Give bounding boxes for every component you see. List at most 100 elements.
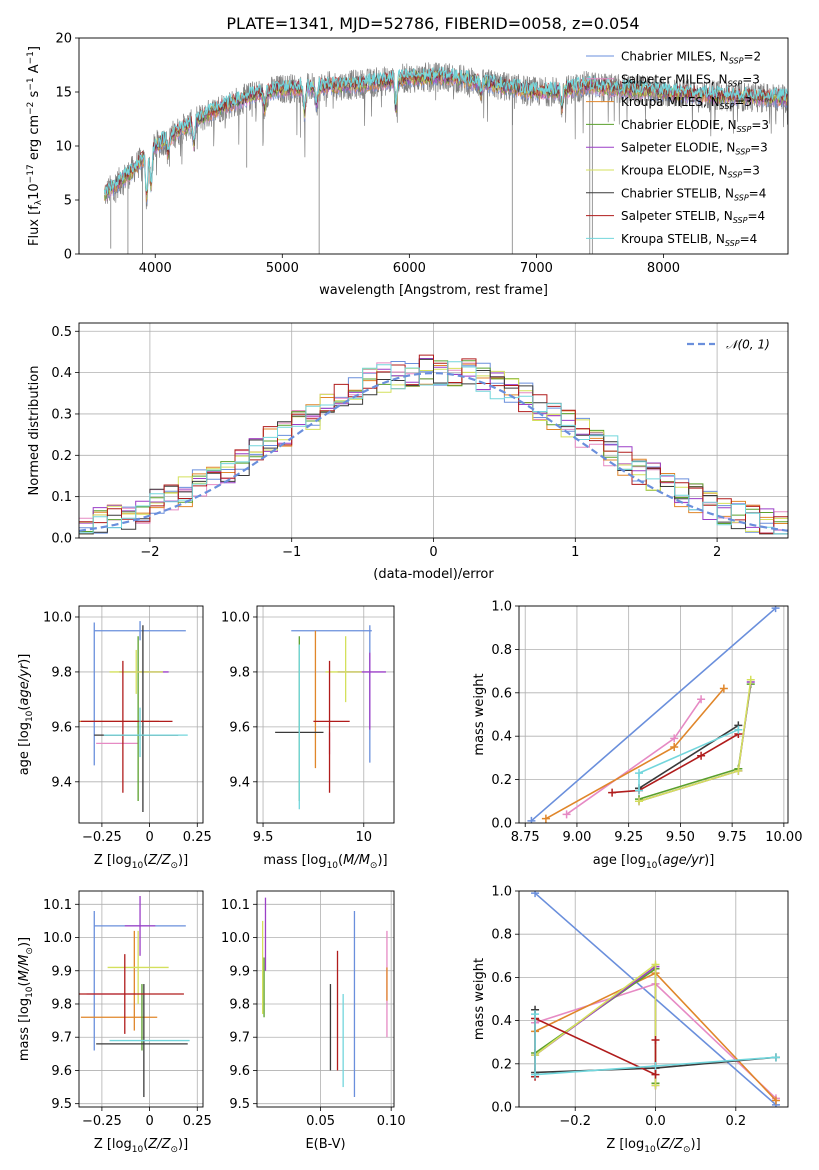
weight-marker — [651, 1081, 660, 1090]
panel-weight_vs_Z: −0.2 0.0 0.2 0.0 0.2 0.4 0.6 0.8 1.0 Z [log10(Z/Z… — [472, 885, 789, 1155]
y-tick-label: 0.4 — [491, 730, 512, 745]
y-tick-label: 9.5 — [51, 1097, 72, 1112]
y-tick-label: 9.7 — [51, 1031, 72, 1046]
x-tick-label: 1 — [571, 545, 579, 560]
x-tick-label: 10 — [356, 830, 373, 845]
legend-label: Salpeter ELODIE, NSSP=3 — [621, 141, 768, 157]
axes-frame — [78, 37, 789, 255]
x-axis-label: Z [log10(Z/Z⊙)] — [94, 1137, 188, 1155]
weight-marker — [608, 788, 617, 797]
panel-mass_vs_ebv: 0.05 0.10 9.5 9.6 9.7 9.8 9.9 10.0 10.1 E(B-V) — [221, 890, 406, 1152]
x-tick-label: 8.75 — [511, 830, 540, 845]
y-tick-label: 0.2 — [491, 1057, 512, 1072]
x-axis-label: wavelength [Angstrom, rest frame] — [319, 283, 548, 298]
y-tick-label: 1.0 — [491, 885, 512, 900]
x-tick-label: 9.75 — [718, 830, 747, 845]
x-axis-label: E(B-V) — [305, 1137, 345, 1152]
y-tick-label: 0.4 — [51, 366, 72, 381]
x-tick-label: 5000 — [266, 261, 299, 276]
panel-weight_vs_age: 8.75 9.00 9.25 9.50 9.75 10.00 0.0 0.2 0.4 0.6 0.8… — [472, 600, 802, 872]
y-tick-label: 0 — [64, 248, 72, 263]
spectrum-model-line — [103, 66, 788, 195]
x-axis-label: mass [log10(M/M⊙)] — [263, 853, 387, 871]
y-axis-label: mass weight — [472, 673, 487, 755]
plot-area — [79, 354, 788, 535]
legend-label: Salpeter STELIB, NSSP=4 — [621, 209, 765, 225]
axes: 8.75 9.00 9.25 9.50 9.75 10.00 0.0 0.2 0.4 0.6 0.8… — [472, 600, 802, 872]
x-tick-label: 0 — [429, 545, 437, 560]
axes-frame — [256, 890, 395, 1108]
axes: 4000 5000 6000 7000 8000 0 5 10 15 20 Chabrier MIL… — [26, 32, 789, 298]
x-tick-label: 2 — [713, 545, 721, 560]
weight-marker — [734, 766, 743, 775]
plot-area — [531, 891, 780, 1107]
weight-marker — [651, 960, 660, 969]
axes: −2 −1 0 1 2 0.0 0.1 0.2 0.3 0.4 0.5 𝒩(0, 1) (data-mo… — [27, 322, 789, 582]
x-tick-label: −2 — [140, 545, 159, 560]
legend-label: Salpeter MILES, NSSP=3 — [621, 72, 760, 88]
panel-spectrum: 4000 5000 6000 7000 8000 0 5 10 15 20 Chabrier MIL… — [26, 32, 789, 298]
weight-marker — [635, 786, 644, 795]
weight-marker — [670, 734, 679, 743]
y-tick-label: 0.3 — [51, 407, 72, 422]
x-tick-label: 10.00 — [765, 830, 802, 845]
y-tick-label: 9.6 — [51, 1064, 72, 1079]
axes: −0.2 0.0 0.2 0.0 0.2 0.4 0.6 0.8 1.0 Z [log10(Z/Z… — [472, 885, 789, 1155]
x-tick-label: 0.05 — [306, 1114, 335, 1129]
x-tick-label: 0 — [145, 1114, 153, 1129]
y-tick-label: 0.5 — [51, 325, 72, 340]
y-tick-label: 1.0 — [491, 600, 512, 615]
x-axis-label: Z [log10(Z/Z⊙)] — [606, 1137, 700, 1155]
weight-marker — [670, 743, 679, 752]
y-tick-label: 0.8 — [491, 928, 512, 943]
panel-residuals: −2 −1 0 1 2 0.0 0.1 0.2 0.3 0.4 0.5 𝒩(0, 1) (data-mo… — [27, 322, 789, 582]
weight-marker — [531, 1070, 540, 1079]
weight-marker — [719, 684, 728, 693]
y-tick-label: 0.0 — [491, 817, 512, 832]
axes-frame — [78, 890, 204, 1108]
x-tick-label: −0.25 — [82, 830, 122, 845]
weight-marker — [771, 1096, 780, 1105]
weight-marker — [541, 814, 550, 823]
y-tick-label: 0.6 — [491, 686, 512, 701]
grid — [79, 606, 203, 823]
axes: −0.25 0 0.25 9.4 9.6 9.8 10.0 Z [log10(Z/Z⊙)] ag… — [17, 605, 212, 871]
x-tick-label: 0.10 — [377, 1114, 406, 1129]
x-tick-label: 0 — [145, 830, 153, 845]
weight-marker — [531, 891, 540, 898]
y-tick-label: 9.8 — [51, 997, 72, 1012]
weight-marker — [746, 675, 755, 684]
y-tick-label: 0.2 — [491, 773, 512, 788]
y-axis-label: mass [log10(M/M⊙)] — [17, 937, 35, 1061]
y-tick-label: 9.6 — [229, 1064, 250, 1079]
x-tick-label: 8000 — [647, 261, 680, 276]
weight-marker — [531, 1010, 540, 1019]
weight-line — [566, 698, 702, 815]
weight-marker — [527, 816, 536, 823]
weight-marker — [734, 725, 743, 734]
y-tick-label: 10.0 — [43, 610, 72, 625]
y-tick-label: 0.0 — [491, 1101, 512, 1116]
y-tick-label: 0.4 — [491, 1014, 512, 1029]
x-tick-label: 0.25 — [183, 830, 212, 845]
grid — [257, 891, 394, 1107]
gaussian-legend-label: 𝒩(0, 1) — [726, 338, 770, 352]
legend-label: Kroupa MILES, NSSP=3 — [621, 95, 752, 111]
weight-marker — [771, 606, 780, 613]
x-tick-label: 9.25 — [614, 830, 643, 845]
x-tick-label: 9.50 — [666, 830, 695, 845]
y-tick-label: 10.0 — [43, 931, 72, 946]
y-tick-label: 10.1 — [221, 898, 250, 913]
y-tick-label: 0.0 — [51, 532, 72, 547]
y-tick-label: 10 — [55, 140, 72, 155]
axes-frame — [78, 605, 204, 824]
axes: 9.5 10 9.4 9.6 9.8 10.0 mass [log10(M/M⊙)] — [221, 605, 395, 871]
figure-title: PLATE=1341, MJD=52786, FIBERID=0058, z=0… — [226, 14, 639, 33]
y-tick-label: 9.9 — [51, 964, 72, 979]
y-tick-label: 9.7 — [229, 1031, 250, 1046]
x-tick-label: −1 — [282, 545, 301, 560]
plot-area — [275, 625, 386, 810]
legend-label: Kroupa STELIB, NSSP=4 — [621, 232, 757, 248]
y-tick-label: 9.8 — [51, 665, 72, 680]
